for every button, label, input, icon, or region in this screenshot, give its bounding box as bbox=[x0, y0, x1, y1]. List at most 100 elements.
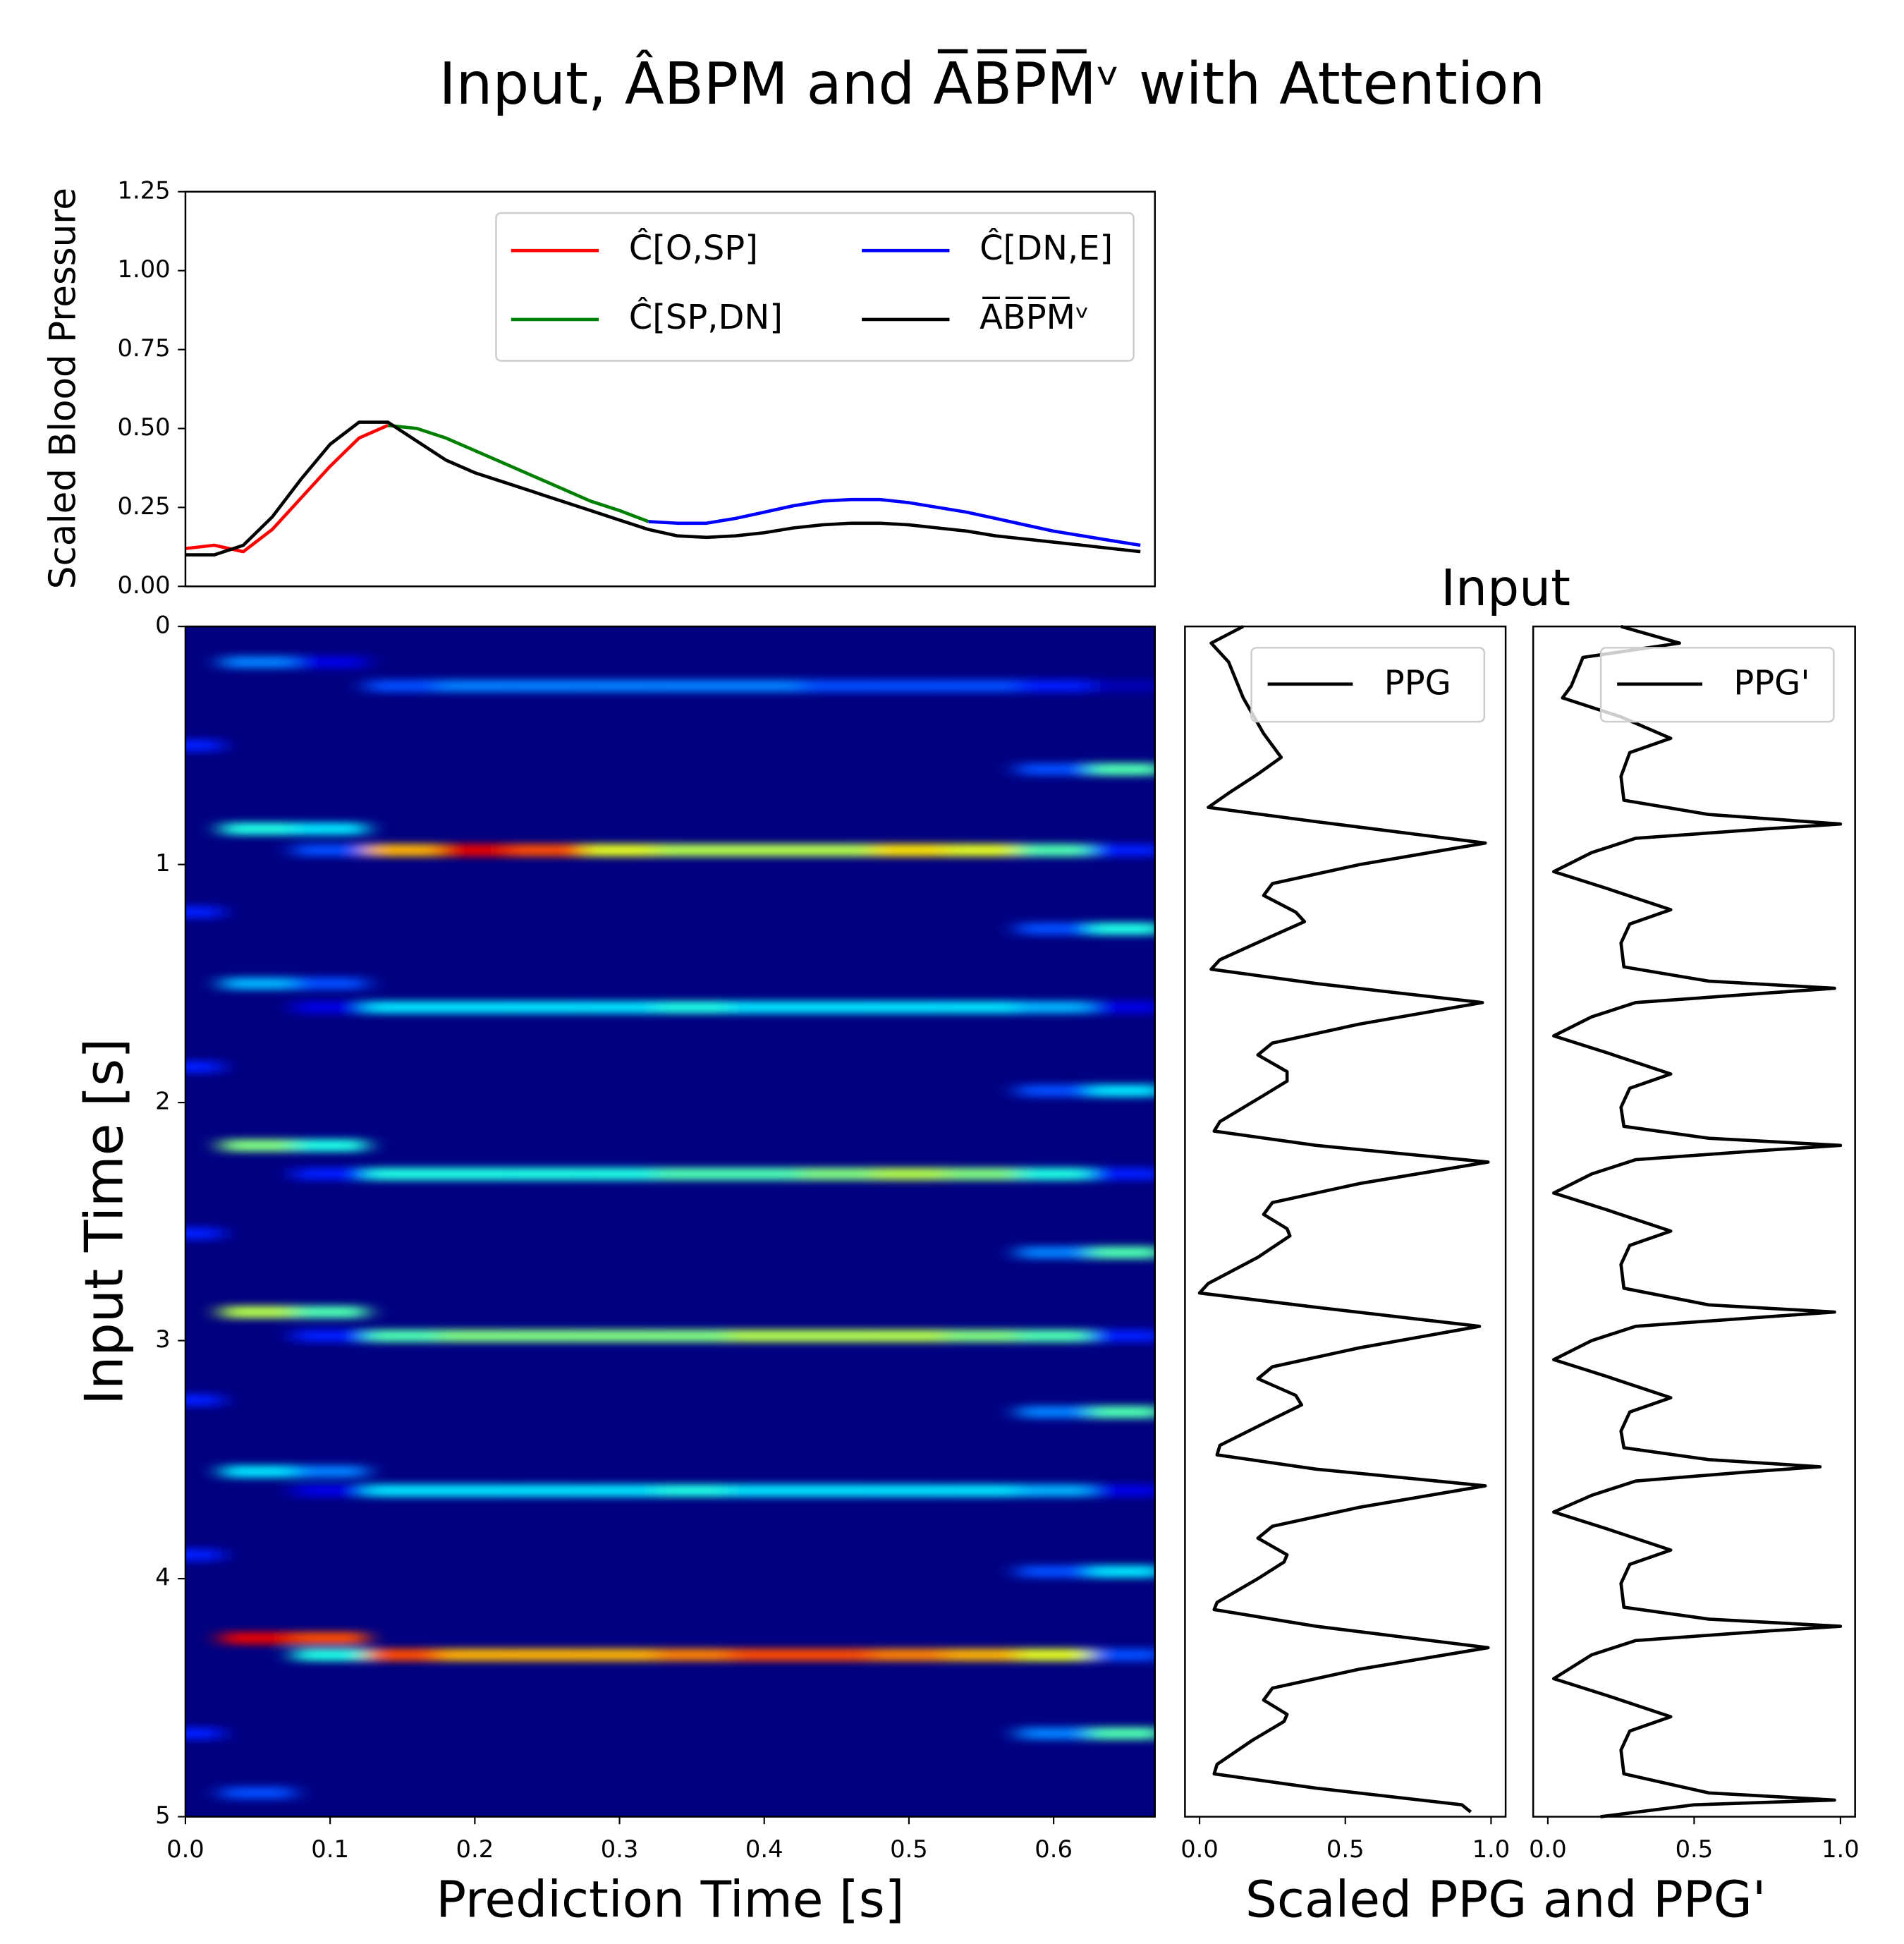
x-tick-label: 0.5 bbox=[1326, 1835, 1365, 1863]
heatmap-cell bbox=[583, 1394, 656, 1407]
heatmap-cell bbox=[185, 739, 222, 752]
heatmap-cell bbox=[1018, 1787, 1090, 1799]
heatmap-cell bbox=[655, 1484, 728, 1498]
heatmap-cell bbox=[945, 1484, 1018, 1498]
heatmap-cell bbox=[366, 906, 439, 918]
heatmap-cell bbox=[221, 1727, 294, 1740]
heatmap-cell bbox=[1090, 739, 1162, 752]
heatmap-cell bbox=[439, 1548, 511, 1561]
heatmap-cell bbox=[583, 1632, 656, 1645]
heatmap-cell bbox=[945, 1565, 1018, 1578]
heatmap-cell bbox=[873, 1565, 946, 1578]
heatmap-cell bbox=[439, 1465, 511, 1478]
heatmap-cell bbox=[656, 1394, 728, 1407]
heatmap-cell bbox=[656, 1084, 728, 1097]
heatmap-cell bbox=[439, 656, 511, 669]
heatmap-cell bbox=[583, 1139, 656, 1152]
heatmap-cell bbox=[1018, 1394, 1090, 1407]
heatmap-cell bbox=[221, 1167, 294, 1180]
heatmap-cell bbox=[800, 1001, 873, 1014]
heatmap-cell bbox=[800, 1465, 873, 1478]
heatmap-cell bbox=[1090, 679, 1155, 693]
heatmap-cell bbox=[439, 763, 511, 776]
heatmap-cell bbox=[1090, 1405, 1155, 1418]
heatmap-cell bbox=[728, 1406, 800, 1418]
heatmap-cell bbox=[511, 1548, 584, 1561]
heatmap-cell bbox=[439, 1329, 511, 1342]
heatmap-cell bbox=[221, 655, 294, 669]
heatmap-cell bbox=[294, 1061, 367, 1074]
heatmap-cell bbox=[294, 1727, 367, 1740]
heatmap-cell bbox=[945, 1061, 1018, 1074]
heatmap-cell bbox=[221, 977, 294, 990]
heatmap-cell bbox=[656, 977, 728, 990]
heatmap-cell bbox=[800, 822, 873, 835]
heatmap-cell bbox=[1017, 1246, 1090, 1259]
heatmap-cell bbox=[366, 822, 439, 835]
heatmap-cell bbox=[656, 1139, 728, 1152]
heatmap-cell bbox=[221, 1786, 294, 1799]
heatmap-cell bbox=[728, 1565, 800, 1578]
heatmap-cell bbox=[583, 1001, 656, 1014]
heatmap-cell bbox=[800, 1246, 873, 1259]
heatmap-cell bbox=[873, 763, 946, 776]
line-series bbox=[185, 423, 389, 554]
legend-label: PPG bbox=[1384, 664, 1451, 703]
heatmap-cell bbox=[800, 1632, 873, 1645]
heatmap-cell bbox=[872, 1001, 946, 1014]
heatmap-cell bbox=[293, 1138, 367, 1152]
heatmap-cell bbox=[656, 763, 728, 776]
heatmap-cell bbox=[293, 1484, 367, 1498]
heatmap-cell bbox=[945, 1139, 1018, 1152]
heatmap-cell bbox=[873, 656, 946, 669]
heatmap-cell bbox=[728, 1306, 800, 1318]
heatmap-cell bbox=[221, 1648, 294, 1661]
line-series bbox=[185, 420, 1141, 557]
heatmap-cell bbox=[294, 1394, 367, 1407]
heatmap-cell bbox=[1018, 1306, 1090, 1318]
heatmap-cell bbox=[800, 844, 873, 857]
heatmap-cell bbox=[945, 1394, 1018, 1407]
heatmap-cell bbox=[511, 1329, 584, 1342]
heatmap-cell bbox=[294, 1565, 367, 1578]
heatmap-cell bbox=[511, 1139, 584, 1152]
heatmap-cell bbox=[728, 923, 800, 935]
y-tick-label: 0 bbox=[155, 612, 170, 639]
heatmap-cell bbox=[1017, 1727, 1090, 1740]
heatmap-cell bbox=[221, 763, 294, 776]
heatmap-cell bbox=[1090, 1565, 1155, 1578]
heatmap-cell bbox=[728, 1648, 801, 1661]
heatmap-cell bbox=[1090, 1139, 1162, 1152]
heatmap-cell bbox=[366, 656, 439, 669]
heatmap-cell bbox=[511, 1227, 584, 1240]
heatmap-cell bbox=[1017, 1565, 1090, 1578]
heatmap-cell bbox=[583, 763, 656, 776]
heatmap-cell bbox=[511, 679, 584, 693]
heatmap-cell bbox=[1090, 1227, 1162, 1240]
heatmap-cell bbox=[221, 1084, 294, 1097]
heatmap-cell bbox=[873, 1787, 946, 1799]
heatmap-cell bbox=[800, 1139, 873, 1152]
heatmap-cell bbox=[185, 1227, 222, 1240]
heatmap-cell bbox=[1017, 1648, 1090, 1661]
heatmap-cell bbox=[221, 923, 294, 935]
heatmap-cell bbox=[439, 1167, 511, 1181]
x-axis-label: Scaled PPG and PPG' bbox=[1245, 1871, 1766, 1929]
heatmap-cell bbox=[1017, 1484, 1090, 1498]
heatmap-cell bbox=[439, 1565, 511, 1578]
heatmap-cell bbox=[655, 1167, 728, 1181]
axes-frame bbox=[1532, 625, 1856, 1818]
heatmap-cell bbox=[293, 1465, 367, 1478]
heatmap-cell bbox=[1090, 1167, 1155, 1181]
heatmap-cell bbox=[366, 1406, 439, 1418]
heatmap-cell bbox=[655, 1001, 728, 1014]
heatmap-cell bbox=[945, 1548, 1018, 1561]
heatmap-cell bbox=[728, 1548, 800, 1561]
heatmap-cell bbox=[294, 739, 367, 752]
x-tick-label: 0.3 bbox=[601, 1835, 639, 1863]
heatmap-cell bbox=[656, 1548, 728, 1561]
heatmap-cell bbox=[656, 923, 728, 935]
heatmap-cell bbox=[221, 1330, 294, 1342]
heatmap-cell bbox=[873, 1306, 946, 1318]
